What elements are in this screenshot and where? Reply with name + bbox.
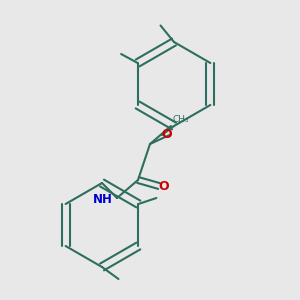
Text: O: O xyxy=(158,179,169,193)
Text: NH: NH xyxy=(93,193,112,206)
Text: O: O xyxy=(161,128,172,142)
Text: CH₃: CH₃ xyxy=(172,116,189,124)
